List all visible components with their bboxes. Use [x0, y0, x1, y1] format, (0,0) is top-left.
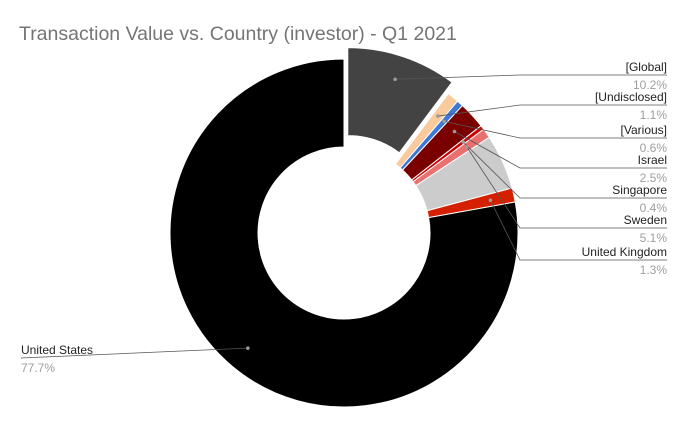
leader-line-global: [395, 74, 667, 80]
leader-dot-undisclosed: [436, 114, 440, 118]
leader-dot-united-kingdom: [488, 198, 493, 203]
pct-various: 0.6%: [640, 141, 668, 155]
label-united-kingdom: United Kingdom: [582, 245, 667, 259]
slice-global: [347, 47, 453, 154]
pct-global: 10.2%: [633, 78, 667, 92]
label-undisclosed: [Undisclosed]: [595, 90, 667, 104]
pct-sweden: 5.1%: [640, 231, 668, 245]
leader-dot-sweden: [465, 145, 469, 149]
chart-title: Transaction Value vs. Country (investor)…: [19, 23, 457, 45]
pct-singapore: 0.4%: [640, 201, 668, 215]
leader-dot-united-states: [246, 346, 250, 350]
leader-line-israel: [454, 131, 667, 169]
leader-line-various: [443, 120, 667, 139]
slices-group: [169, 47, 519, 408]
pct-israel: 2.5%: [640, 171, 668, 185]
leader-dot-various: [442, 119, 446, 124]
label-global: [Global]: [626, 60, 667, 74]
label-various: [Various]: [621, 123, 667, 137]
leader-dot-global: [393, 77, 397, 82]
leader-line-united-states: [20, 347, 248, 359]
label-israel: Israel: [638, 153, 667, 167]
leader-line-sweden: [466, 146, 667, 229]
pct-united-states: 77.7%: [21, 361, 55, 375]
label-sweden: Sweden: [624, 213, 667, 227]
pct-united-kingdom: 1.3%: [640, 263, 668, 277]
leader-line-united-kingdom: [490, 200, 667, 261]
leader-dot-israel: [452, 129, 457, 134]
label-united-states: United States: [21, 343, 93, 357]
slice-united-states: [169, 58, 519, 408]
leader-line-singapore: [462, 141, 667, 199]
callouts-group: [Global] 10.2%[Undisclosed] 1.1%[Various] 0…: [20, 60, 668, 375]
pct-undisclosed: 1.1%: [640, 108, 668, 122]
leader-dot-singapore: [461, 140, 466, 144]
leader-line-undisclosed: [437, 104, 667, 117]
label-singapore: Singapore: [612, 183, 667, 197]
